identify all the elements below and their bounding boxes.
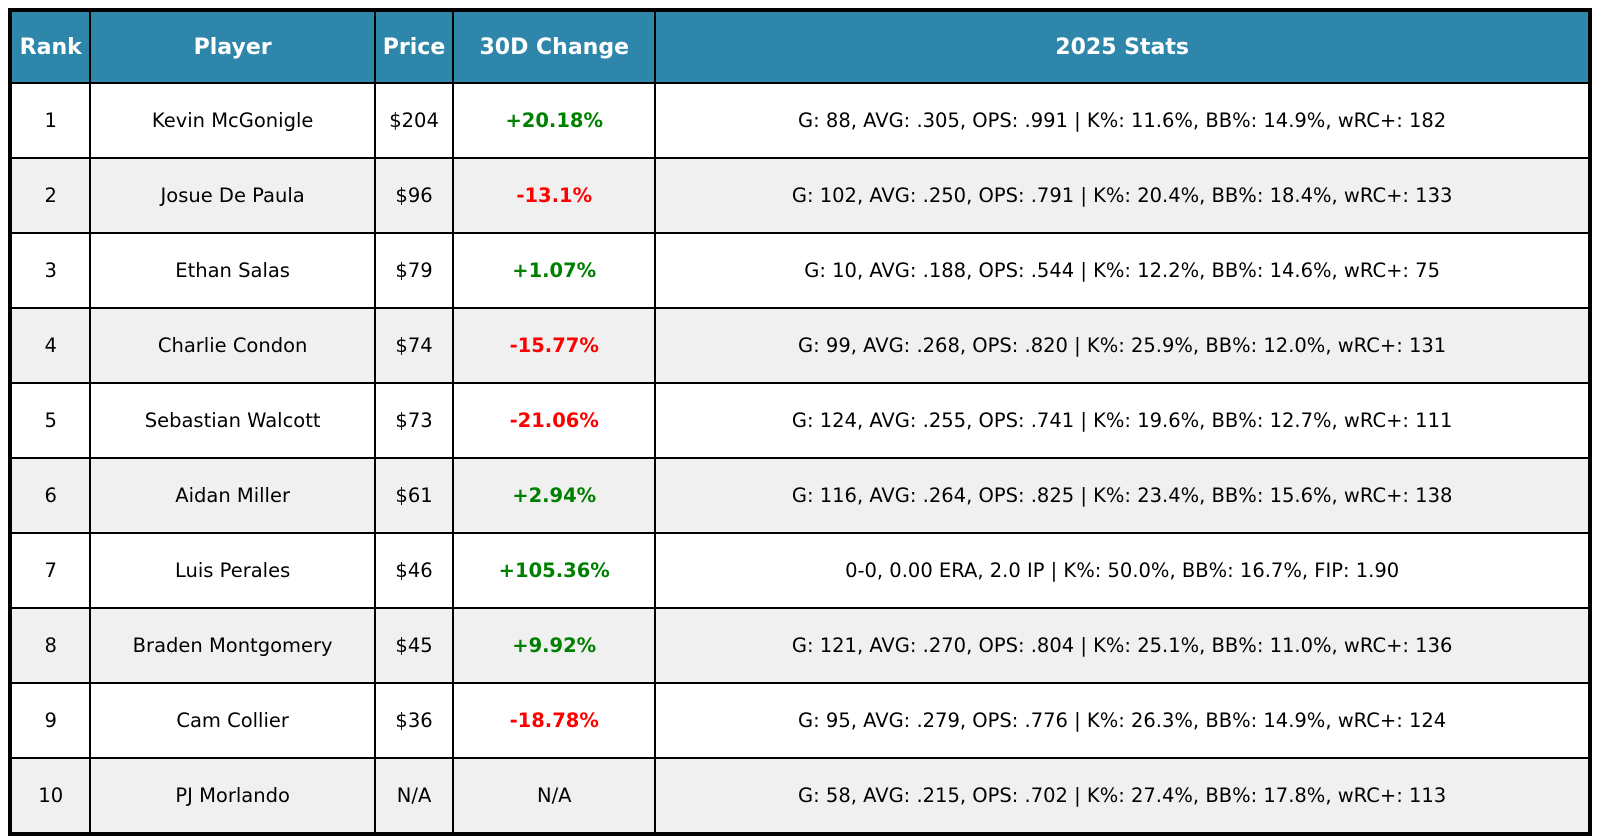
- rank-cell: 2: [8, 157, 92, 234]
- table-row: 9 Cam Collier $36 -18.78% G: 95, AVG: .2…: [8, 682, 1591, 759]
- player-cell: PJ Morlando: [89, 757, 376, 835]
- table-row: 4 Charlie Condon $74 -15.77% G: 99, AVG:…: [8, 307, 1591, 384]
- table-row: 2 Josue De Paula $96 -13.1% G: 102, AVG:…: [8, 157, 1591, 234]
- stats-cell: G: 95, AVG: .279, OPS: .776 | K%: 26.3%,…: [654, 682, 1591, 759]
- column-header-player: Player: [89, 9, 376, 84]
- prospect-rankings-table: Rank Player Price 30D Change 2025 Stats …: [8, 8, 1592, 836]
- player-cell: Charlie Condon: [89, 307, 376, 384]
- stats-cell: G: 121, AVG: .270, OPS: .804 | K%: 25.1%…: [654, 607, 1591, 684]
- table-row: 7 Luis Perales $46 +105.36% 0-0, 0.00 ER…: [8, 532, 1591, 609]
- change-cell: +1.07%: [452, 232, 657, 309]
- player-cell: Josue De Paula: [89, 157, 376, 234]
- rank-cell: 9: [8, 682, 92, 759]
- change-cell: +2.94%: [452, 457, 657, 534]
- table-row: 8 Braden Montgomery $45 +9.92% G: 121, A…: [8, 607, 1591, 684]
- change-cell: -18.78%: [452, 682, 657, 759]
- stats-cell: G: 116, AVG: .264, OPS: .825 | K%: 23.4%…: [654, 457, 1591, 534]
- stats-cell: G: 58, AVG: .215, OPS: .702 | K%: 27.4%,…: [654, 757, 1591, 835]
- player-cell: Braden Montgomery: [89, 607, 376, 684]
- table-row: 10 PJ Morlando N/A N/A G: 58, AVG: .215,…: [8, 757, 1591, 835]
- stats-cell: G: 88, AVG: .305, OPS: .991 | K%: 11.6%,…: [654, 82, 1591, 159]
- change-cell: +9.92%: [452, 607, 657, 684]
- table-row: 1 Kevin McGonigle $204 +20.18% G: 88, AV…: [8, 82, 1591, 159]
- stats-cell: G: 10, AVG: .188, OPS: .544 | K%: 12.2%,…: [654, 232, 1591, 309]
- table-header: Rank Player Price 30D Change 2025 Stats: [8, 9, 1591, 84]
- change-cell: +20.18%: [452, 82, 657, 159]
- change-cell: -13.1%: [452, 157, 657, 234]
- price-cell: $73: [373, 382, 455, 459]
- price-cell: $46: [373, 532, 455, 609]
- player-cell: Ethan Salas: [89, 232, 376, 309]
- rank-cell: 4: [8, 307, 92, 384]
- price-cell: $61: [373, 457, 455, 534]
- stats-cell: G: 124, AVG: .255, OPS: .741 | K%: 19.6%…: [654, 382, 1591, 459]
- table-row: 3 Ethan Salas $79 +1.07% G: 10, AVG: .18…: [8, 232, 1591, 309]
- change-cell: -21.06%: [452, 382, 657, 459]
- change-cell: N/A: [452, 757, 657, 835]
- change-cell: +105.36%: [452, 532, 657, 609]
- rank-cell: 5: [8, 382, 92, 459]
- player-cell: Aidan Miller: [89, 457, 376, 534]
- player-cell: Sebastian Walcott: [89, 382, 376, 459]
- player-cell: Kevin McGonigle: [89, 82, 376, 159]
- rank-cell: 7: [8, 532, 92, 609]
- player-cell: Cam Collier: [89, 682, 376, 759]
- price-cell: $204: [373, 82, 455, 159]
- column-header-price: Price: [373, 9, 455, 84]
- column-header-stats: 2025 Stats: [654, 9, 1591, 84]
- rank-cell: 1: [8, 82, 92, 159]
- table-body: 1 Kevin McGonigle $204 +20.18% G: 88, AV…: [8, 82, 1591, 835]
- header-row: Rank Player Price 30D Change 2025 Stats: [8, 9, 1591, 84]
- rank-cell: 6: [8, 457, 92, 534]
- table-row: 6 Aidan Miller $61 +2.94% G: 116, AVG: .…: [8, 457, 1591, 534]
- rank-cell: 10: [8, 757, 92, 835]
- stats-cell: 0-0, 0.00 ERA, 2.0 IP | K%: 50.0%, BB%: …: [654, 532, 1591, 609]
- price-cell: $36: [373, 682, 455, 759]
- price-cell: $96: [373, 157, 455, 234]
- price-cell: N/A: [373, 757, 455, 835]
- rank-cell: 8: [8, 607, 92, 684]
- table-row: 5 Sebastian Walcott $73 -21.06% G: 124, …: [8, 382, 1591, 459]
- rank-cell: 3: [8, 232, 92, 309]
- price-cell: $74: [373, 307, 455, 384]
- player-cell: Luis Perales: [89, 532, 376, 609]
- column-header-rank: Rank: [8, 9, 92, 84]
- change-cell: -15.77%: [452, 307, 657, 384]
- stats-cell: G: 102, AVG: .250, OPS: .791 | K%: 20.4%…: [654, 157, 1591, 234]
- price-cell: $79: [373, 232, 455, 309]
- column-header-change: 30D Change: [452, 9, 657, 84]
- price-cell: $45: [373, 607, 455, 684]
- stats-cell: G: 99, AVG: .268, OPS: .820 | K%: 25.9%,…: [654, 307, 1591, 384]
